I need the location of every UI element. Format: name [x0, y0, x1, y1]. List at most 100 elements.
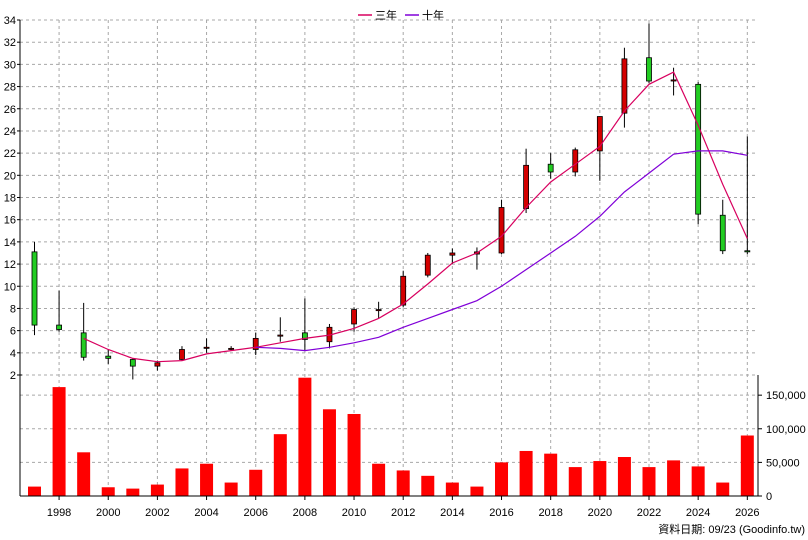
volume-bar [372, 463, 386, 496]
price-tick-label: 6 [10, 326, 16, 338]
volume-bar [347, 413, 361, 496]
price-tick-label: 14 [4, 237, 16, 249]
volume-bar [273, 434, 287, 496]
year-tick-label: 2008 [293, 507, 317, 519]
volume-bar [470, 486, 484, 496]
volume-bar [642, 467, 656, 496]
ma10-line [255, 150, 748, 352]
year-tick-label: 2014 [440, 507, 464, 519]
volume-bar [126, 488, 140, 496]
year-tick-label: 1998 [47, 507, 71, 519]
volume-bar [150, 484, 164, 496]
candle-body [596, 116, 603, 152]
candle-body [252, 337, 259, 350]
volume-bar [52, 387, 66, 496]
price-tick-label: 34 [4, 15, 16, 27]
price-tick-label: 30 [4, 59, 16, 71]
candle-body [572, 149, 579, 173]
year-tick-label: 2026 [735, 507, 759, 519]
candle-body [129, 359, 136, 367]
volume-bar [224, 482, 238, 496]
candle-body [277, 334, 284, 337]
year-tick-label: 2004 [194, 507, 218, 519]
volume-bar [249, 469, 263, 496]
grid [20, 19, 758, 496]
year-tick-label: 2012 [391, 507, 415, 519]
candle-body [523, 164, 529, 209]
candle-body [31, 251, 38, 326]
volume-bar [421, 475, 435, 496]
candle-body [621, 58, 628, 114]
price-tick-label: 20 [4, 170, 16, 182]
legend-label-ma10: 十年 [422, 8, 444, 22]
volume-bar [495, 462, 509, 496]
volume-bar [691, 466, 705, 496]
volume-tick-label: 0 [766, 491, 772, 503]
volume-bar [101, 487, 115, 496]
price-tick-label: 22 [4, 148, 16, 160]
volume-bar [298, 377, 312, 496]
volume-bars [28, 377, 754, 496]
moving-average-lines [83, 71, 748, 363]
candle-body [56, 324, 62, 330]
candle-body [154, 362, 161, 367]
volume-bar [519, 450, 533, 496]
volume-bar [28, 486, 41, 496]
volume-bar [617, 457, 631, 496]
price-tick-label: 26 [4, 104, 16, 116]
volume-bar [740, 435, 754, 496]
candles [31, 23, 751, 380]
candle-body [670, 79, 677, 82]
plot-frame [19, 20, 759, 497]
footer-text: 資料日期: 09/23 (Goodinfo.tw) [658, 522, 805, 536]
candle-body [228, 347, 235, 350]
legend: 三年 十年 [358, 8, 444, 22]
price-tick-label: 16 [4, 215, 16, 227]
volume-tick-label: 50,000 [766, 457, 800, 469]
candle-body [498, 207, 505, 254]
year-tick-label: 2010 [342, 507, 366, 519]
price-tick-label: 24 [4, 126, 16, 138]
candle-body [449, 252, 456, 256]
volume-bar [544, 453, 558, 496]
volume-bar [396, 470, 410, 496]
candle-body [203, 346, 210, 349]
price-tick-label: 2 [10, 370, 16, 382]
price-tick-label: 32 [4, 37, 16, 49]
candle-body [80, 332, 87, 358]
candle-body [744, 250, 751, 253]
volume-bar [568, 467, 582, 496]
candle-body [400, 275, 407, 306]
volume-bar [716, 482, 730, 496]
price-tick-label: 28 [4, 82, 16, 94]
year-tick-label: 2016 [489, 507, 513, 519]
candle-body [719, 214, 726, 252]
volume-bar [445, 482, 459, 496]
ma3-line [83, 71, 748, 363]
price-tick-label: 4 [10, 348, 16, 360]
price-tick-label: 12 [4, 259, 16, 271]
legend-label-ma3: 三年 [375, 8, 397, 22]
candle-body [547, 163, 554, 173]
year-tick-label: 2002 [145, 507, 169, 519]
candle-body [179, 349, 185, 360]
candle-body [351, 309, 357, 325]
volume-bar [200, 463, 214, 496]
volume-tick-label: 100,000 [766, 424, 806, 436]
volume-bar [667, 460, 681, 496]
candle-body [424, 254, 431, 276]
year-tick-label: 2020 [588, 507, 612, 519]
year-tick-label: 2024 [686, 507, 710, 519]
candle-body [375, 309, 382, 312]
price-tick-label: 10 [4, 281, 16, 293]
year-tick-label: 2018 [538, 507, 562, 519]
volume-bar [593, 461, 607, 496]
year-tick-label: 2006 [243, 507, 267, 519]
axes-labels: 246810121416182022242628303234050,000100… [4, 15, 806, 519]
volume-bar [175, 468, 189, 496]
price-tick-label: 18 [4, 193, 16, 205]
candle-body [646, 57, 652, 82]
year-tick-label: 2022 [637, 507, 661, 519]
year-tick-label: 2000 [96, 507, 120, 519]
